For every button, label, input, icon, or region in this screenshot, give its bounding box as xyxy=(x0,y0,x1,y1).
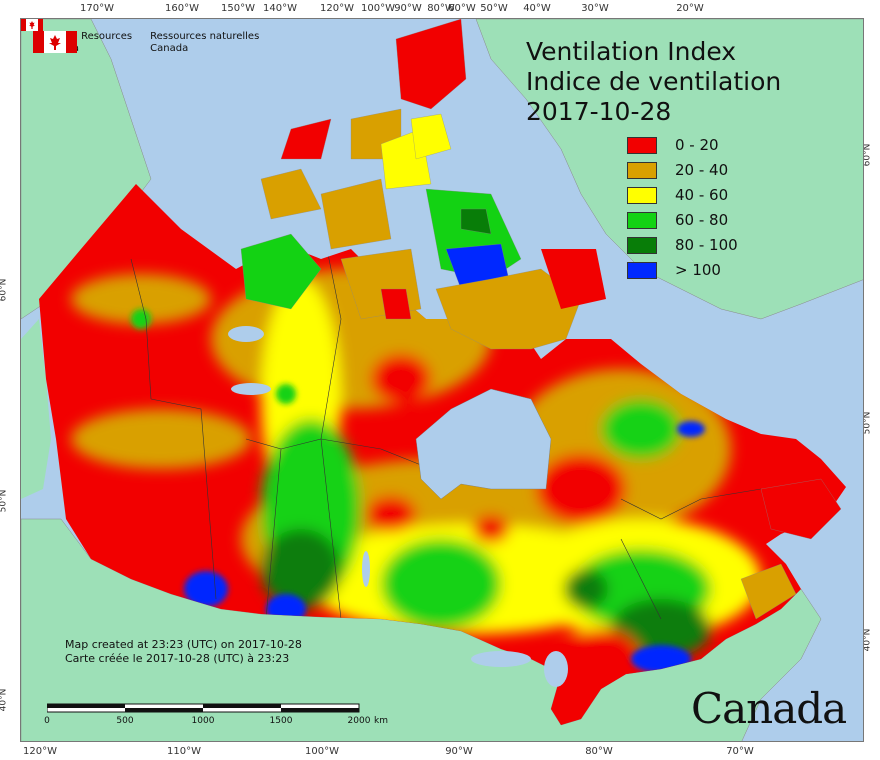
nova-scotia xyxy=(740,563,797,620)
scale-tick: 2000 xyxy=(347,716,371,726)
latitude-label: 50°N xyxy=(0,489,9,513)
legend-item: 20 - 40 xyxy=(627,159,728,181)
longitude-label: 160°W xyxy=(165,3,199,14)
alaska-coast xyxy=(21,319,51,499)
lake-winnipeg xyxy=(362,551,370,587)
legend-swatch xyxy=(627,136,657,154)
canada-wordmark: Canada xyxy=(691,684,847,733)
legend-swatch xyxy=(627,236,657,254)
longitude-label: 70°W xyxy=(726,746,754,757)
longitude-label: 140°W xyxy=(263,3,297,14)
longitude-label: 110°W xyxy=(167,746,201,757)
lake-superior xyxy=(471,651,531,667)
newfoundland xyxy=(760,478,842,540)
latitude-label: 40°N xyxy=(0,688,9,712)
longitude-label: 80°W xyxy=(427,3,455,14)
longitude-label: 120°W xyxy=(320,3,354,14)
longitude-label: 90°W xyxy=(445,746,473,757)
scale-tick: 500 xyxy=(116,716,134,726)
longitude-label: 30°W xyxy=(581,3,609,14)
great-slave-lake xyxy=(231,383,271,395)
map-credit: Map created at 23:23 (UTC) on 2017-10-28… xyxy=(65,638,302,666)
legend-swatch xyxy=(627,161,657,179)
map-canvas[interactable]: Natural Resources Canada Ressources natu… xyxy=(20,18,864,742)
baffin-island xyxy=(435,268,582,350)
longitude-label: 40°W xyxy=(523,3,551,14)
scale-bar-graphic xyxy=(47,703,360,713)
longitude-label: 60°W xyxy=(448,3,476,14)
wordmark-flag-icon xyxy=(21,19,43,31)
legend-item: 0 - 20 xyxy=(627,134,719,156)
baffin-north xyxy=(541,249,606,309)
legend-label: 20 - 40 xyxy=(675,161,729,179)
great-bear-lake xyxy=(228,326,264,342)
credit-english: Map created at 23:23 (UTC) on 2017-10-28 xyxy=(65,638,302,651)
map-title: Ventilation Index Indice de ventilation … xyxy=(526,37,781,127)
legend-item: > 100 xyxy=(627,259,721,281)
canada-flag-icon xyxy=(33,31,77,53)
agency-french: Ressources naturelles Canada xyxy=(150,31,260,54)
title-date: 2017-10-28 xyxy=(526,97,672,126)
legend-item: 40 - 60 xyxy=(627,184,728,206)
scale-unit: km xyxy=(374,716,388,726)
arctic-islands xyxy=(240,19,522,320)
credit-french: Carte créée le 2017-10-28 (UTC) à 23:23 xyxy=(65,652,290,665)
legend-label: 60 - 80 xyxy=(675,211,729,229)
latitude-label: 60°N xyxy=(0,278,9,302)
longitude-label: 90°W xyxy=(394,3,422,14)
hudson-bay xyxy=(415,388,552,500)
greenland-landmass xyxy=(475,19,863,320)
longitude-label: 80°W xyxy=(585,746,613,757)
scale-tick: 0 xyxy=(44,716,50,726)
longitude-label: 120°W xyxy=(23,746,57,757)
scale-tick: 1000 xyxy=(191,716,215,726)
longitude-label: 170°W xyxy=(80,3,114,14)
longitude-label: 100°W xyxy=(305,746,339,757)
nrcan-signature: Natural Resources Canada Ressources natu… xyxy=(33,31,259,55)
title-english: Ventilation Index xyxy=(526,37,737,66)
lake-huron xyxy=(544,651,568,687)
legend-label: 40 - 60 xyxy=(675,186,729,204)
legend-label: 0 - 20 xyxy=(675,136,719,154)
legend-swatch xyxy=(627,211,657,229)
legend-item: 60 - 80 xyxy=(627,209,728,231)
longitude-label: 20°W xyxy=(676,3,704,14)
legend-swatch xyxy=(627,186,657,204)
longitude-label: 150°W xyxy=(221,3,255,14)
longitude-label: 50°W xyxy=(480,3,508,14)
title-french: Indice de ventilation xyxy=(526,67,782,96)
legend-label: 80 - 100 xyxy=(675,236,738,254)
longitude-label: 100°W xyxy=(361,3,395,14)
scale-tick: 1500 xyxy=(269,716,293,726)
legend-label: > 100 xyxy=(675,261,721,279)
ventilation-map-svg xyxy=(21,19,863,741)
legend-swatch xyxy=(627,261,657,279)
legend-item: 80 - 100 xyxy=(627,234,738,256)
